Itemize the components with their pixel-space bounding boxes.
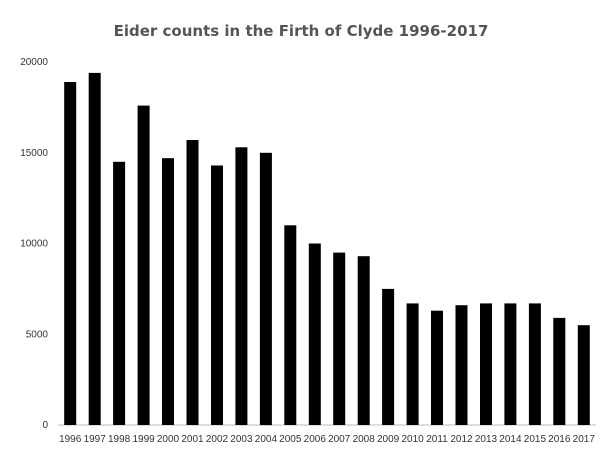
x-tick-label: 2002 <box>206 434 229 445</box>
x-tick-label: 2011 <box>426 434 448 445</box>
bar-2000 <box>162 158 174 425</box>
x-tick-label: 2005 <box>279 434 302 445</box>
bar-2016 <box>553 317 566 425</box>
bar-2004 <box>259 152 272 426</box>
bar-2002 <box>211 165 223 425</box>
x-tick-label: 2004 <box>255 434 278 445</box>
y-tick-label: 5000 <box>26 329 49 340</box>
bar-1996 <box>64 82 77 425</box>
bar-1998 <box>113 161 126 426</box>
bar-2005 <box>284 225 297 425</box>
y-tick-label: 10000 <box>20 239 48 250</box>
y-axis-ticks: 0 5000 10000 15000 20000 <box>20 57 48 431</box>
bar-2007 <box>333 252 346 425</box>
bars-group <box>64 72 590 426</box>
x-tick-label: 2007 <box>328 434 351 445</box>
x-tick-label: 2016 <box>548 434 571 445</box>
x-tick-label: 2015 <box>524 434 547 445</box>
bar-2001 <box>186 140 199 425</box>
x-tick-label: 1999 <box>132 434 155 445</box>
x-tick-label: 2012 <box>450 434 473 445</box>
bar-2011 <box>431 310 443 425</box>
y-tick-label: 15000 <box>20 148 48 159</box>
bar-1999 <box>137 105 150 425</box>
bar-1997 <box>88 72 101 426</box>
chart-title: Eider counts in the Firth of Clyde 1996-… <box>113 22 489 40</box>
x-tick-label: 1998 <box>108 434 131 445</box>
x-tick-label: 2003 <box>230 434 253 445</box>
x-axis-ticks: 1996 1997 1998 1999 2000 2001 2002 2003 2004 2005… <box>59 434 595 445</box>
x-tick-label: 2017 <box>573 434 596 445</box>
y-tick-label: 0 <box>42 420 48 431</box>
bar-2008 <box>357 256 370 425</box>
bar-2012 <box>455 305 468 425</box>
bar-2015 <box>528 303 541 425</box>
bar-2014 <box>504 303 517 425</box>
x-tick-label: 2010 <box>401 434 424 445</box>
bar-2009 <box>382 288 395 425</box>
x-tick-label: 2013 <box>475 434 498 445</box>
x-tick-label: 2014 <box>499 434 522 445</box>
x-tick-label: 2000 <box>157 434 180 445</box>
x-tick-label: 2008 <box>353 434 376 445</box>
x-tick-label: 2009 <box>377 434 400 445</box>
bar-2003 <box>235 147 248 426</box>
x-tick-label: 1997 <box>84 434 107 445</box>
bar-2013 <box>480 303 492 425</box>
y-tick-label: 20000 <box>20 57 48 68</box>
x-tick-label: 1996 <box>59 434 82 445</box>
x-tick-label: 2001 <box>181 434 204 445</box>
bar-2006 <box>308 243 321 425</box>
bar-2017 <box>577 325 590 425</box>
bar-2010 <box>406 303 419 425</box>
x-tick-label: 2006 <box>304 434 327 445</box>
